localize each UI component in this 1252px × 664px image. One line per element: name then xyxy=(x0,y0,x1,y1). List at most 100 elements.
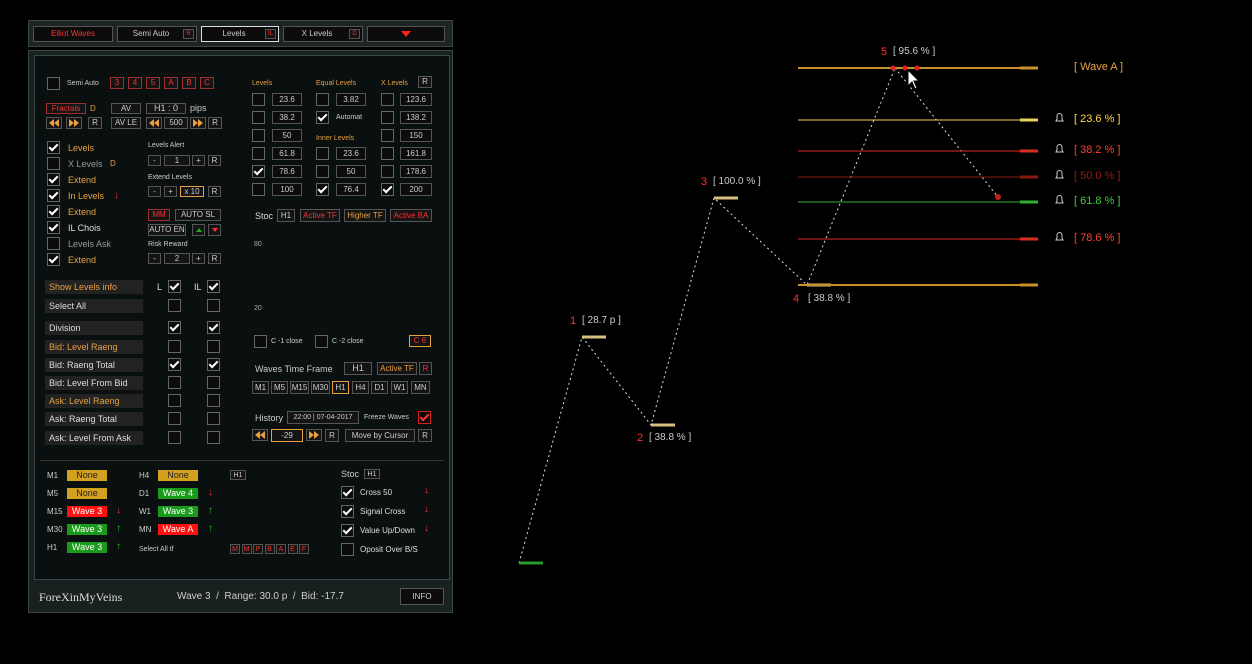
checkbox[interactable] xyxy=(47,221,60,234)
button[interactable]: 123.6 xyxy=(400,93,432,106)
button[interactable]: D1 xyxy=(371,381,388,394)
button[interactable]: 1 xyxy=(164,155,190,166)
checkbox[interactable] xyxy=(47,157,60,170)
button[interactable]: A xyxy=(164,77,178,89)
button[interactable]: 38.2 xyxy=(272,111,302,124)
checkbox[interactable] xyxy=(47,253,60,266)
button[interactable]: 161.8 xyxy=(400,147,432,160)
button[interactable]: R xyxy=(208,117,222,129)
checkbox[interactable] xyxy=(207,340,220,353)
button[interactable]: Active TF xyxy=(300,209,340,222)
button[interactable]: 500 xyxy=(164,117,188,129)
tab[interactable]: Elliot Waves xyxy=(33,26,113,42)
button[interactable]: 78.6 xyxy=(272,165,302,178)
checkbox[interactable] xyxy=(254,335,267,348)
button[interactable]: E xyxy=(287,544,298,554)
button[interactable]: F xyxy=(299,544,309,554)
checkbox[interactable] xyxy=(47,205,60,218)
button[interactable]: Bid: Level Raeng xyxy=(45,340,143,354)
checkbox[interactable] xyxy=(252,93,265,106)
button[interactable]: C xyxy=(200,77,214,89)
button[interactable]: - xyxy=(148,186,161,197)
button[interactable]: INFO xyxy=(400,588,444,605)
button[interactable]: Wave 3 xyxy=(67,542,107,553)
button[interactable]: - xyxy=(148,155,161,166)
tab-badge[interactable]: R xyxy=(183,29,194,39)
button[interactable]: R xyxy=(208,253,221,264)
button[interactable]: Wave A xyxy=(158,524,198,535)
button[interactable]: R xyxy=(325,429,339,442)
checkbox[interactable] xyxy=(47,189,60,202)
button[interactable]: H1 xyxy=(277,209,295,222)
button[interactable]: H1 xyxy=(332,381,349,394)
button[interactable]: 2 xyxy=(164,253,190,264)
checkbox[interactable] xyxy=(47,77,60,90)
button[interactable]: Active BA xyxy=(390,209,432,222)
button[interactable]: + xyxy=(192,155,205,166)
checkbox[interactable] xyxy=(381,129,394,142)
checkbox[interactable] xyxy=(207,280,220,293)
button[interactable]: 23.6 xyxy=(336,147,366,160)
button[interactable]: x 10 xyxy=(180,186,204,197)
button[interactable]: H1 : 0 xyxy=(146,103,186,114)
button[interactable]: MM xyxy=(148,209,170,221)
checkbox[interactable] xyxy=(341,543,354,556)
button[interactable]: Bid: Level From Bid xyxy=(45,376,143,390)
tab[interactable]: X Levels xyxy=(283,26,363,42)
button[interactable]: 138.2 xyxy=(400,111,432,124)
checkbox[interactable] xyxy=(381,183,394,196)
button[interactable]: 5 xyxy=(146,77,160,89)
dropdown[interactable] xyxy=(367,26,445,42)
button[interactable]: Wave 3 xyxy=(67,524,107,535)
button[interactable]: R xyxy=(88,117,102,129)
tab[interactable]: Levels xyxy=(201,26,279,42)
button[interactable]: Move by Cursor xyxy=(345,429,415,442)
button[interactable]: Bid: Raeng Total xyxy=(45,358,143,372)
checkbox[interactable] xyxy=(341,486,354,499)
arrow-button[interactable] xyxy=(190,117,206,129)
button[interactable]: Division xyxy=(45,321,143,335)
button[interactable]: M5 xyxy=(271,381,288,394)
button[interactable]: Wave 4 xyxy=(158,488,198,499)
button[interactable]: C 6 xyxy=(409,335,431,347)
button[interactable]: AUTO EN xyxy=(148,224,186,236)
tab-badge[interactable]: IL xyxy=(265,29,276,39)
checkbox[interactable] xyxy=(418,411,431,424)
button[interactable]: AV xyxy=(111,103,141,114)
button[interactable]: Higher TF xyxy=(344,209,386,222)
button[interactable]: H1 xyxy=(344,362,372,375)
button[interactable]: 61.8 xyxy=(272,147,302,160)
arrow-button[interactable] xyxy=(146,117,162,129)
button[interactable]: M xyxy=(230,544,240,554)
checkbox[interactable] xyxy=(47,237,60,250)
checkbox[interactable] xyxy=(168,280,181,293)
checkbox[interactable] xyxy=(168,340,181,353)
button[interactable]: A xyxy=(276,544,286,554)
tab[interactable]: Semi Auto xyxy=(117,26,197,42)
checkbox[interactable] xyxy=(168,358,181,371)
checkbox[interactable] xyxy=(168,321,181,334)
button[interactable]: Show Levels info xyxy=(45,280,143,294)
button[interactable]: R xyxy=(418,76,432,88)
button[interactable]: Select All xyxy=(45,299,143,313)
button[interactable]: None xyxy=(67,470,107,481)
checkbox[interactable] xyxy=(168,412,181,425)
arrow-button[interactable] xyxy=(66,117,82,129)
tab-badge[interactable]: D xyxy=(349,29,360,39)
checkbox[interactable] xyxy=(316,147,329,160)
button[interactable]: Active TF xyxy=(377,362,417,375)
button[interactable]: 23.6 xyxy=(272,93,302,106)
button[interactable]: Wave 3 xyxy=(67,506,107,517)
button[interactable]: Ask: Level From Ask xyxy=(45,431,143,445)
button[interactable]: B xyxy=(264,544,275,554)
checkbox[interactable] xyxy=(316,93,329,106)
checkbox[interactable] xyxy=(252,183,265,196)
button[interactable]: 3 xyxy=(110,77,124,89)
checkbox[interactable] xyxy=(207,412,220,425)
button[interactable]: B xyxy=(182,77,196,89)
button[interactable]: -29 xyxy=(271,429,303,442)
button[interactable]: 76.4 xyxy=(336,183,366,196)
button[interactable]: 178.6 xyxy=(400,165,432,178)
up-button[interactable] xyxy=(192,224,205,236)
checkbox[interactable] xyxy=(207,299,220,312)
